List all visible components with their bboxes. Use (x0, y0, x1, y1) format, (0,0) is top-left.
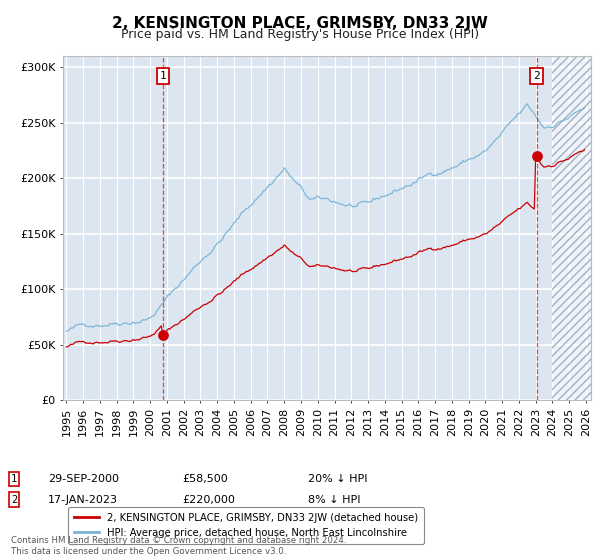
Text: 8% ↓ HPI: 8% ↓ HPI (308, 494, 360, 505)
Legend: 2, KENSINGTON PLACE, GRIMSBY, DN33 2JW (detached house), HPI: Average price, det: 2, KENSINGTON PLACE, GRIMSBY, DN33 2JW (… (68, 507, 424, 544)
Text: 2: 2 (533, 71, 540, 81)
Text: £220,000: £220,000 (182, 494, 235, 505)
Bar (553, 56, 600, 400)
Text: Contains HM Land Registry data © Crown copyright and database right 2024.
This d: Contains HM Land Registry data © Crown c… (11, 536, 346, 556)
Text: 1: 1 (160, 71, 166, 81)
Text: Price paid vs. HM Land Registry's House Price Index (HPI): Price paid vs. HM Land Registry's House … (121, 28, 479, 41)
Bar (553, 56, 600, 400)
Text: 29-SEP-2000: 29-SEP-2000 (48, 474, 119, 484)
Text: 2: 2 (11, 494, 17, 505)
Text: 17-JAN-2023: 17-JAN-2023 (48, 494, 118, 505)
Text: 20% ↓ HPI: 20% ↓ HPI (308, 474, 367, 484)
Point (158, 331, 167, 340)
Text: 2, KENSINGTON PLACE, GRIMSBY, DN33 2JW: 2, KENSINGTON PLACE, GRIMSBY, DN33 2JW (112, 16, 488, 31)
Text: £58,500: £58,500 (182, 474, 227, 484)
Point (532, 152, 541, 161)
Text: 1: 1 (11, 474, 17, 484)
